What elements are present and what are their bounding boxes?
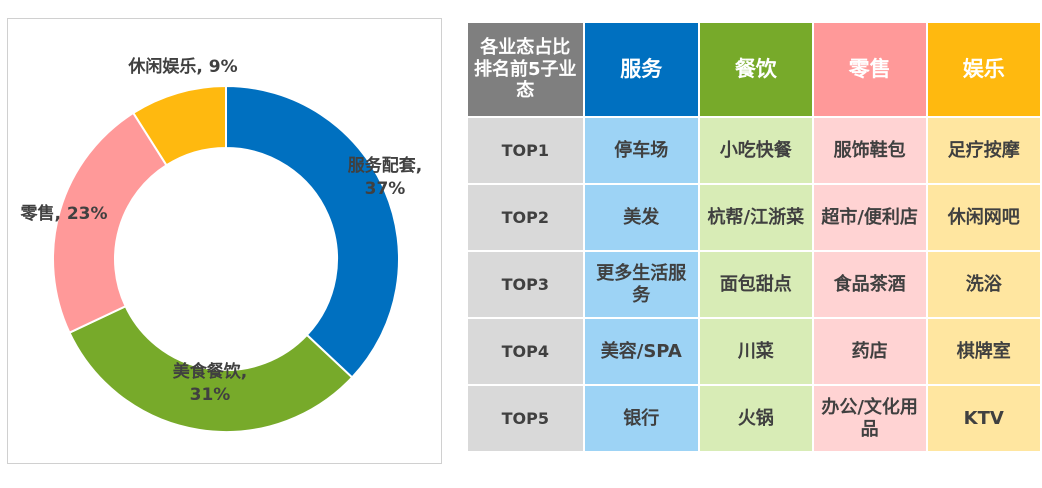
table-row: TOP3 更多生活服务 面包甜点 食品茶酒 洗浴: [468, 252, 1040, 317]
table-row-header: TOP1: [468, 118, 583, 183]
table-cell: 休闲网吧: [927, 185, 1040, 250]
table-row-header: TOP4: [468, 319, 583, 384]
table-cell: 美容/SPA: [584, 319, 698, 384]
table-corner-header: 各业态占比排名前5子业态: [468, 23, 583, 116]
table-cell: 更多生活服务: [584, 252, 698, 317]
donut-slice-label: 美食餐饮, 31%: [173, 361, 247, 405]
table-cell: 药店: [813, 319, 926, 384]
table-cell: 小吃快餐: [699, 118, 812, 183]
table-cell: 办公/文化用品: [813, 386, 926, 451]
table-row: TOP2 美发 杭帮/江浙菜 超市/便利店 休闲网吧: [468, 185, 1040, 250]
donut-chart: 服务配套, 37% 美食餐饮, 31% 零售, 23% 休闲娱乐, 9%: [19, 56, 422, 434]
table-cell: 足疗按摩: [927, 118, 1040, 183]
table-cell: 服饰鞋包: [813, 118, 926, 183]
table-column-header: 餐饮: [699, 23, 812, 116]
donut-chart-panel: 服务配套, 37% 美食餐饮, 31% 零售, 23% 休闲娱乐, 9%: [7, 18, 442, 464]
table-cell: 火锅: [699, 386, 812, 451]
table-cell: 棋牌室: [927, 319, 1040, 384]
table-cell: 川菜: [699, 319, 812, 384]
table-column-header: 娱乐: [927, 23, 1040, 116]
table-row-header: TOP5: [468, 386, 583, 451]
table-cell: 停车场: [584, 118, 698, 183]
table-cell: 美发: [584, 185, 698, 250]
table-row-header: TOP2: [468, 185, 583, 250]
table-cell: 洗浴: [927, 252, 1040, 317]
donut-slice-label: 休闲娱乐, 9%: [127, 56, 237, 77]
table-header-row: 各业态占比排名前5子业态 服务 餐饮 零售 娱乐: [468, 23, 1040, 116]
table-row: TOP5 银行 火锅 办公/文化用品 KTV: [468, 386, 1040, 451]
table-column-header: 服务: [584, 23, 698, 116]
table-column-header: 零售: [813, 23, 926, 116]
table-row: TOP4 美容/SPA 川菜 药店 棋牌室: [468, 319, 1040, 384]
table-cell: KTV: [927, 386, 1040, 451]
table-row-header: TOP3: [468, 252, 583, 317]
donut-slice: [131, 84, 227, 167]
table-cell: 食品茶酒: [813, 252, 926, 317]
table-cell: 银行: [584, 386, 698, 451]
table-cell: 面包甜点: [699, 252, 812, 317]
donut-slice-label: 服务配套, 37%: [348, 155, 422, 199]
table-cell: 杭帮/江浙菜: [699, 185, 812, 250]
donut-slice-label: 零售, 23%: [19, 203, 107, 224]
donut-slice: [225, 84, 401, 379]
table-cell: 超市/便利店: [813, 185, 926, 250]
top5-table: 各业态占比排名前5子业态 服务 餐饮 零售 娱乐 TOP1 停车场 小吃快餐 服饰鞋包 足疗按摩 T…: [466, 21, 1042, 453]
table-row: TOP1 停车场 小吃快餐 服饰鞋包 足疗按摩: [468, 118, 1040, 183]
donut-slice: [68, 304, 354, 434]
